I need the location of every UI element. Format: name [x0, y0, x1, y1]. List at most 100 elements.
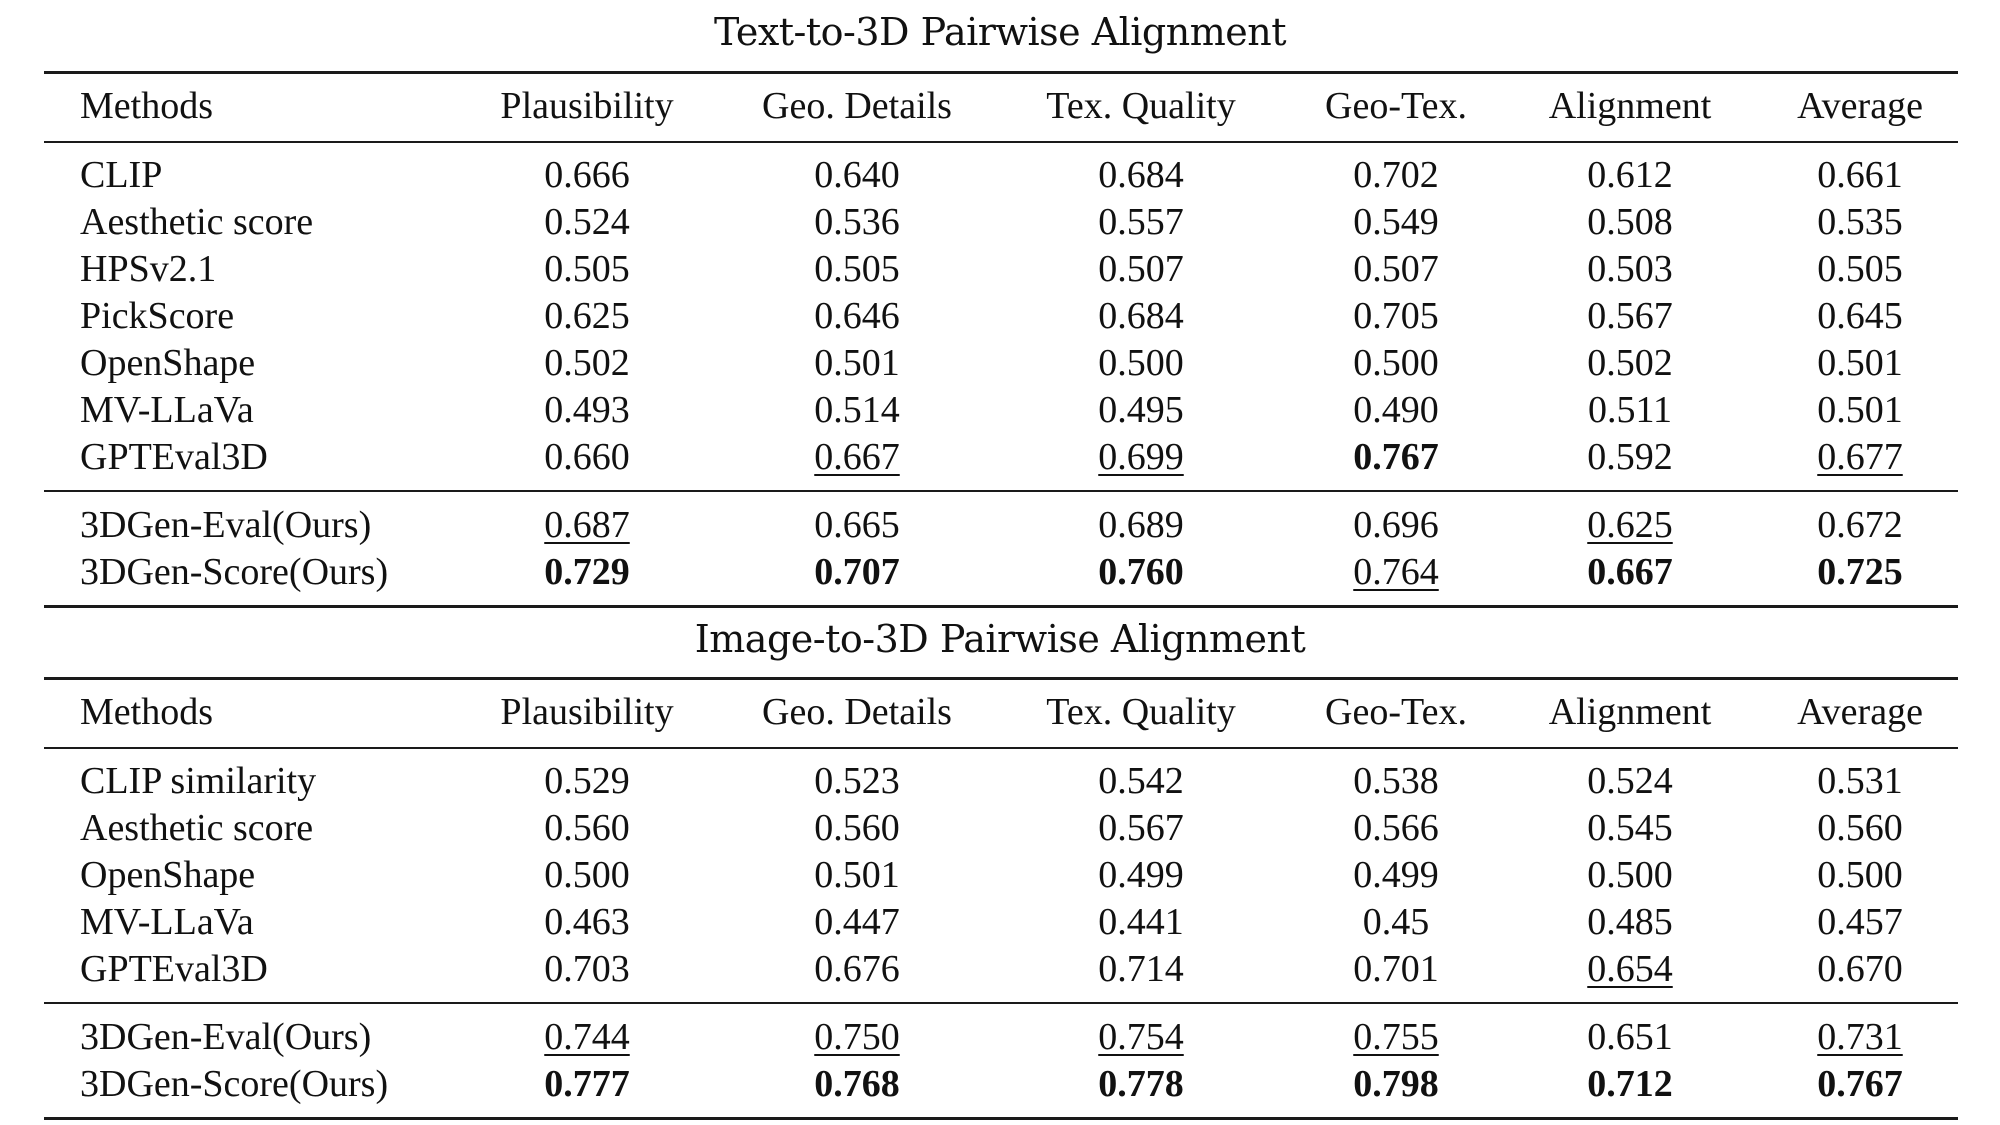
- table-row: OpenShape 0.500 0.501 0.499 0.499 0.500 …: [0, 852, 2000, 899]
- value-cell: 0.660: [544, 436, 630, 478]
- header-alignment: Alignment: [1548, 85, 1712, 127]
- value-cell: 0.499: [1353, 854, 1439, 896]
- value-cell-best: 0.712: [1587, 1063, 1673, 1105]
- value-cell-second-best: 0.750: [814, 1016, 900, 1058]
- ours-rule: [44, 490, 1958, 492]
- value-cell: 0.500: [1353, 342, 1439, 384]
- value-cell: 0.499: [1098, 854, 1184, 896]
- value-cell-best: 0.667: [1587, 551, 1673, 593]
- value-cell: 0.505: [1817, 248, 1903, 290]
- top-rule: [44, 71, 1958, 74]
- table-row: CLIP similarity 0.529 0.523 0.542 0.538 …: [0, 758, 2000, 805]
- value-cell-second-best: 0.677: [1817, 436, 1903, 478]
- value-cell: 0.696: [1353, 504, 1439, 546]
- value-cell-second-best: 0.667: [814, 436, 900, 478]
- value-cell: 0.666: [544, 154, 630, 196]
- table-title-text-to-3d: Text-to-3D Pairwise Alignment: [713, 10, 1287, 54]
- value-cell-best: 0.798: [1353, 1063, 1439, 1105]
- method-name: 3DGen-Score(Ours): [80, 551, 389, 593]
- value-cell: 0.684: [1098, 295, 1184, 337]
- value-cell: 0.507: [1098, 248, 1184, 290]
- value-cell: 0.714: [1098, 948, 1184, 990]
- header-geo-tex: Geo-Tex.: [1325, 85, 1467, 127]
- value-cell-second-best: 0.699: [1098, 436, 1184, 478]
- value-cell: 0.502: [1587, 342, 1673, 384]
- value-cell: 0.651: [1587, 1016, 1673, 1058]
- method-name: PickScore: [80, 295, 235, 337]
- value-cell: 0.625: [544, 295, 630, 337]
- header-geo-details: Geo. Details: [762, 85, 952, 127]
- value-cell: 0.502: [544, 342, 630, 384]
- value-cell-best: 0.767: [1817, 1063, 1903, 1105]
- value-cell-best: 0.725: [1817, 551, 1903, 593]
- value-cell-best: 0.760: [1098, 551, 1184, 593]
- value-cell: 0.566: [1353, 807, 1439, 849]
- method-name: MV-LLaVa: [80, 389, 254, 431]
- value-cell: 0.560: [814, 807, 900, 849]
- value-cell: 0.560: [544, 807, 630, 849]
- method-name: OpenShape: [80, 342, 256, 384]
- value-cell: 0.495: [1098, 389, 1184, 431]
- header-plausibility: Plausibility: [500, 691, 674, 733]
- table-row: GPTEval3D 0.703 0.676 0.714 0.701 0.654 …: [0, 946, 2000, 993]
- header-rule: [44, 141, 1958, 143]
- value-cell: 0.531: [1817, 760, 1903, 802]
- method-name: HPSv2.1: [80, 248, 217, 290]
- table-row: PickScore 0.625 0.646 0.684 0.705 0.567 …: [0, 293, 2000, 340]
- value-cell: 0.441: [1098, 901, 1184, 943]
- value-cell: 0.500: [1817, 854, 1903, 896]
- value-cell-second-best: 0.654: [1587, 948, 1673, 990]
- value-cell: 0.503: [1587, 248, 1673, 290]
- value-cell: 0.463: [544, 901, 630, 943]
- table-row: HPSv2.1 0.505 0.505 0.507 0.507 0.503 0.…: [0, 246, 2000, 293]
- top-rule: [44, 677, 1958, 680]
- value-cell: 0.592: [1587, 436, 1673, 478]
- value-cell: 0.640: [814, 154, 900, 196]
- value-cell: 0.557: [1098, 201, 1184, 243]
- table-row: GPTEval3D 0.660 0.667 0.699 0.767 0.592 …: [0, 434, 2000, 481]
- header-rule: [44, 747, 1958, 749]
- value-cell: 0.689: [1098, 504, 1184, 546]
- value-cell: 0.45: [1362, 901, 1430, 943]
- table-row: MV-LLaVa 0.493 0.514 0.495 0.490 0.511 0…: [0, 387, 2000, 434]
- value-cell: 0.535: [1817, 201, 1903, 243]
- value-cell: 0.501: [814, 342, 900, 384]
- value-cell: 0.501: [1817, 342, 1903, 384]
- method-name: Aesthetic score: [80, 201, 314, 243]
- value-cell: 0.447: [814, 901, 900, 943]
- value-cell: 0.703: [544, 948, 630, 990]
- value-cell: 0.549: [1353, 201, 1439, 243]
- value-cell: 0.676: [814, 948, 900, 990]
- value-cell: 0.505: [814, 248, 900, 290]
- method-name: OpenShape: [80, 854, 256, 896]
- table-row: Aesthetic score 0.524 0.536 0.557 0.549 …: [0, 199, 2000, 246]
- value-cell: 0.670: [1817, 948, 1903, 990]
- value-cell: 0.661: [1817, 154, 1903, 196]
- header-row: Methods Plausibility Geo. Details Tex. Q…: [0, 689, 2000, 736]
- method-name: Aesthetic score: [80, 807, 314, 849]
- value-cell: 0.701: [1353, 948, 1439, 990]
- method-name: MV-LLaVa: [80, 901, 254, 943]
- method-name: 3DGen-Eval(Ours): [80, 504, 372, 546]
- value-cell: 0.500: [1587, 854, 1673, 896]
- value-cell: 0.490: [1353, 389, 1439, 431]
- value-cell: 0.523: [814, 760, 900, 802]
- table-title-image-to-3d: Image-to-3D Pairwise Alignment: [694, 617, 1306, 661]
- value-cell: 0.511: [1587, 389, 1673, 431]
- value-cell: 0.705: [1353, 295, 1439, 337]
- ours-rule: [44, 1002, 1958, 1004]
- header-row: Methods Plausibility Geo. Details Tex. Q…: [0, 83, 2000, 130]
- value-cell-second-best: 0.731: [1817, 1016, 1903, 1058]
- value-cell: 0.567: [1587, 295, 1673, 337]
- header-geo-tex: Geo-Tex.: [1325, 691, 1467, 733]
- method-name: GPTEval3D: [80, 948, 268, 990]
- table-row: 3DGen-Score(Ours) 0.729 0.707 0.760 0.76…: [0, 549, 2000, 596]
- value-cell: 0.485: [1587, 901, 1673, 943]
- value-cell: 0.645: [1817, 295, 1903, 337]
- table-row: Aesthetic score 0.560 0.560 0.567 0.566 …: [0, 805, 2000, 852]
- value-cell: 0.646: [814, 295, 900, 337]
- value-cell-best: 0.707: [814, 551, 900, 593]
- value-cell-second-best: 0.755: [1353, 1016, 1439, 1058]
- header-methods: Methods: [80, 85, 213, 127]
- method-name: GPTEval3D: [80, 436, 268, 478]
